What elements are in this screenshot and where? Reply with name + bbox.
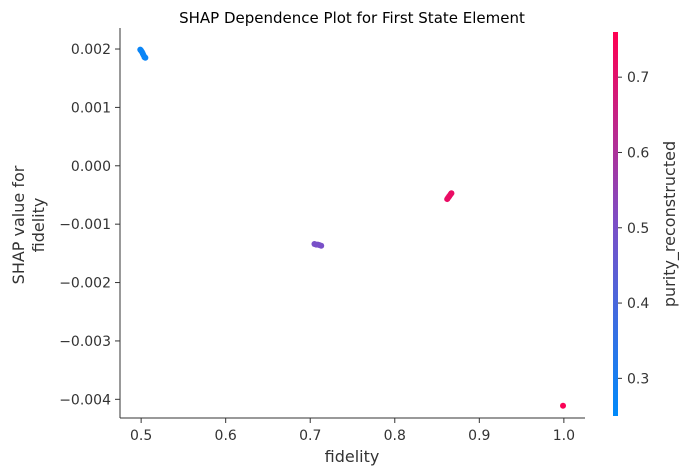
y-tick-label: −0.001 <box>59 217 111 233</box>
plot-axes <box>119 28 585 419</box>
x-axis-title: fidelity <box>325 447 380 466</box>
scatter-point <box>448 190 455 197</box>
y-tick-label: −0.004 <box>59 392 111 408</box>
colorbar-gradient <box>613 32 618 416</box>
y-axis-title: SHAP value for fidelity <box>9 165 48 284</box>
y-tick-label: 0.001 <box>71 100 111 116</box>
scatter-point <box>142 54 149 61</box>
colorbar-tick-label: 0.3 <box>627 371 649 387</box>
x-tick-label: 0.6 <box>215 428 237 444</box>
y-ticks: 0.002 0.001 0.000 −0.001 −0.002 −0.003 −0.004 <box>59 42 120 408</box>
chart-title: SHAP Dependence Plot for First State Ele… <box>179 9 525 27</box>
x-tick-label: 1.0 <box>553 428 575 444</box>
y-tick-label: 0.002 <box>71 42 111 58</box>
y-tick-label: 0.000 <box>71 159 111 175</box>
x-tick-label: 0.5 <box>130 428 152 444</box>
y-axis-title-line-1: SHAP value for <box>9 165 28 284</box>
colorbar: 0.3 0.4 0.5 0.6 0.7 purity_reconstructed <box>613 32 680 416</box>
scatter-point <box>318 242 325 249</box>
x-ticks: 0.5 0.6 0.7 0.8 0.9 1.0 <box>130 418 575 444</box>
colorbar-tick-label: 0.5 <box>627 221 649 237</box>
x-tick-label: 0.8 <box>384 428 406 444</box>
y-tick-label: −0.002 <box>59 276 111 292</box>
colorbar-label: purity_reconstructed <box>660 141 680 307</box>
y-axis-title-line-2: fidelity <box>29 198 48 253</box>
y-tick-label: −0.003 <box>59 334 111 350</box>
colorbar-ticks: 0.3 0.4 0.5 0.6 0.7 <box>618 70 649 387</box>
x-tick-label: 0.7 <box>299 428 321 444</box>
scatter-point <box>560 402 567 409</box>
colorbar-tick-label: 0.7 <box>627 70 649 86</box>
colorbar-tick-label: 0.6 <box>627 145 649 161</box>
x-tick-label: 0.9 <box>468 428 490 444</box>
colorbar-tick-label: 0.4 <box>627 296 649 312</box>
scatter-points <box>137 46 567 409</box>
